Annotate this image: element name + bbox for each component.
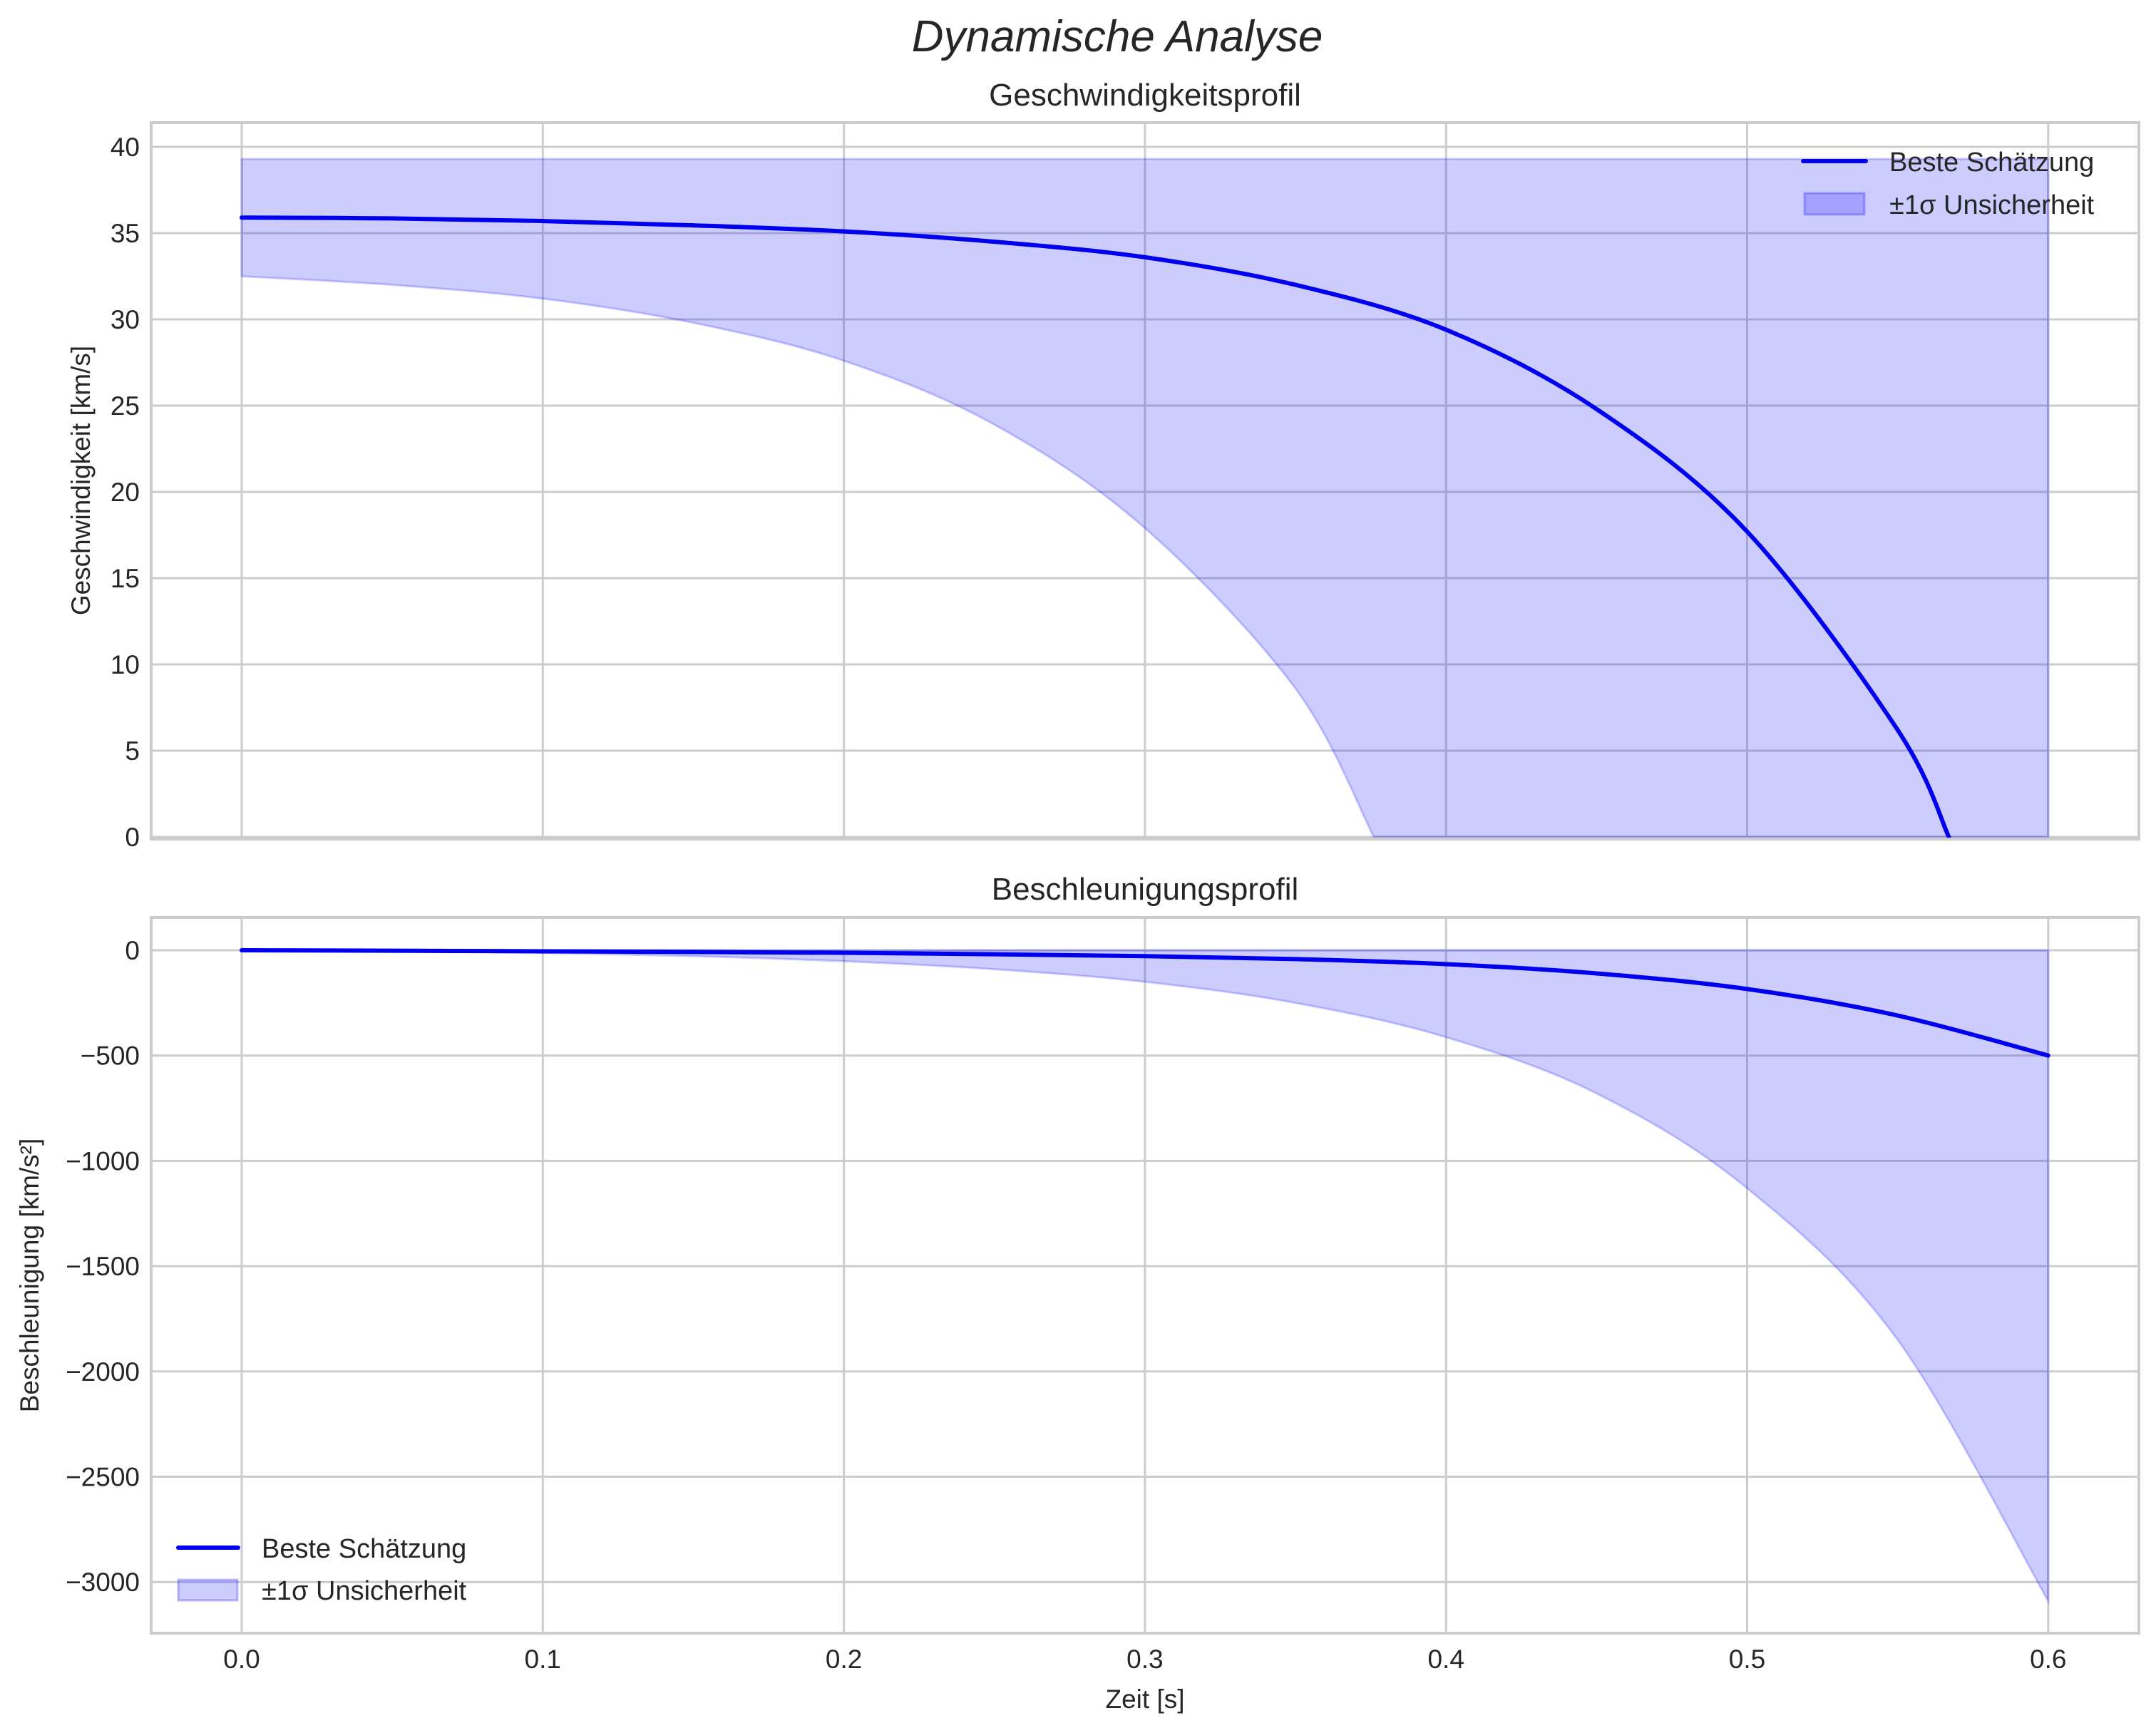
- x-tick-label: 0.6: [2030, 1645, 2066, 1674]
- figure-title: Dynamische Analyse: [912, 12, 1323, 61]
- y-tick-label: −1000: [66, 1146, 140, 1176]
- acceleration-legend-band-label: ±1σ Unsicherheit: [262, 1576, 467, 1606]
- x-tick-label: 0.1: [525, 1645, 561, 1674]
- x-tick-label: 0.2: [826, 1645, 862, 1674]
- y-tick-label: 0: [125, 823, 140, 852]
- x-tick-label: 0.4: [1427, 1645, 1464, 1674]
- acceleration-axes-title: Beschleunigungsprofil: [992, 872, 1299, 907]
- legend-band-swatch-icon: [1805, 193, 1864, 215]
- legend-band-swatch-icon: [178, 1580, 237, 1600]
- y-tick-label: −2500: [66, 1463, 140, 1492]
- y-tick-label: 40: [111, 133, 140, 162]
- y-tick-label: 20: [111, 478, 140, 507]
- figure: Dynamische Analyse Geschwindigkeitsprofi…: [0, 0, 2156, 1728]
- y-tick-label: 25: [111, 391, 140, 421]
- y-tick-label: 30: [111, 305, 140, 334]
- y-tick-label: 10: [111, 650, 140, 679]
- time-x-label: Zeit [s]: [1105, 1685, 1184, 1714]
- y-tick-label: −2000: [66, 1357, 140, 1387]
- x-tick-label: 0.0: [223, 1645, 260, 1674]
- y-tick-label: −500: [81, 1042, 140, 1071]
- velocity-legend-line-label: Beste Schätzung: [1889, 148, 2094, 178]
- x-tick-label: 0.5: [1729, 1645, 1765, 1674]
- y-tick-label: 15: [111, 564, 140, 593]
- acceleration-legend-line-label: Beste Schätzung: [262, 1534, 466, 1564]
- chart-canvas: Dynamische Analyse Geschwindigkeitsprofi…: [0, 0, 2156, 1728]
- y-tick-label: −3000: [66, 1568, 140, 1597]
- y-tick-label: 5: [125, 736, 140, 766]
- y-tick-label: 35: [111, 219, 140, 248]
- y-tick-label: 0: [125, 936, 140, 965]
- velocity-legend-band-label: ±1σ Unsicherheit: [1889, 190, 2095, 220]
- velocity-axes-title: Geschwindigkeitsprofil: [989, 78, 1301, 113]
- y-tick-label: −1500: [66, 1252, 140, 1281]
- acceleration-y-label: Beschleunigung [km/s²]: [15, 1138, 44, 1413]
- velocity-y-label: Geschwindigkeit [km/s]: [66, 346, 96, 615]
- x-tick-label: 0.3: [1126, 1645, 1163, 1674]
